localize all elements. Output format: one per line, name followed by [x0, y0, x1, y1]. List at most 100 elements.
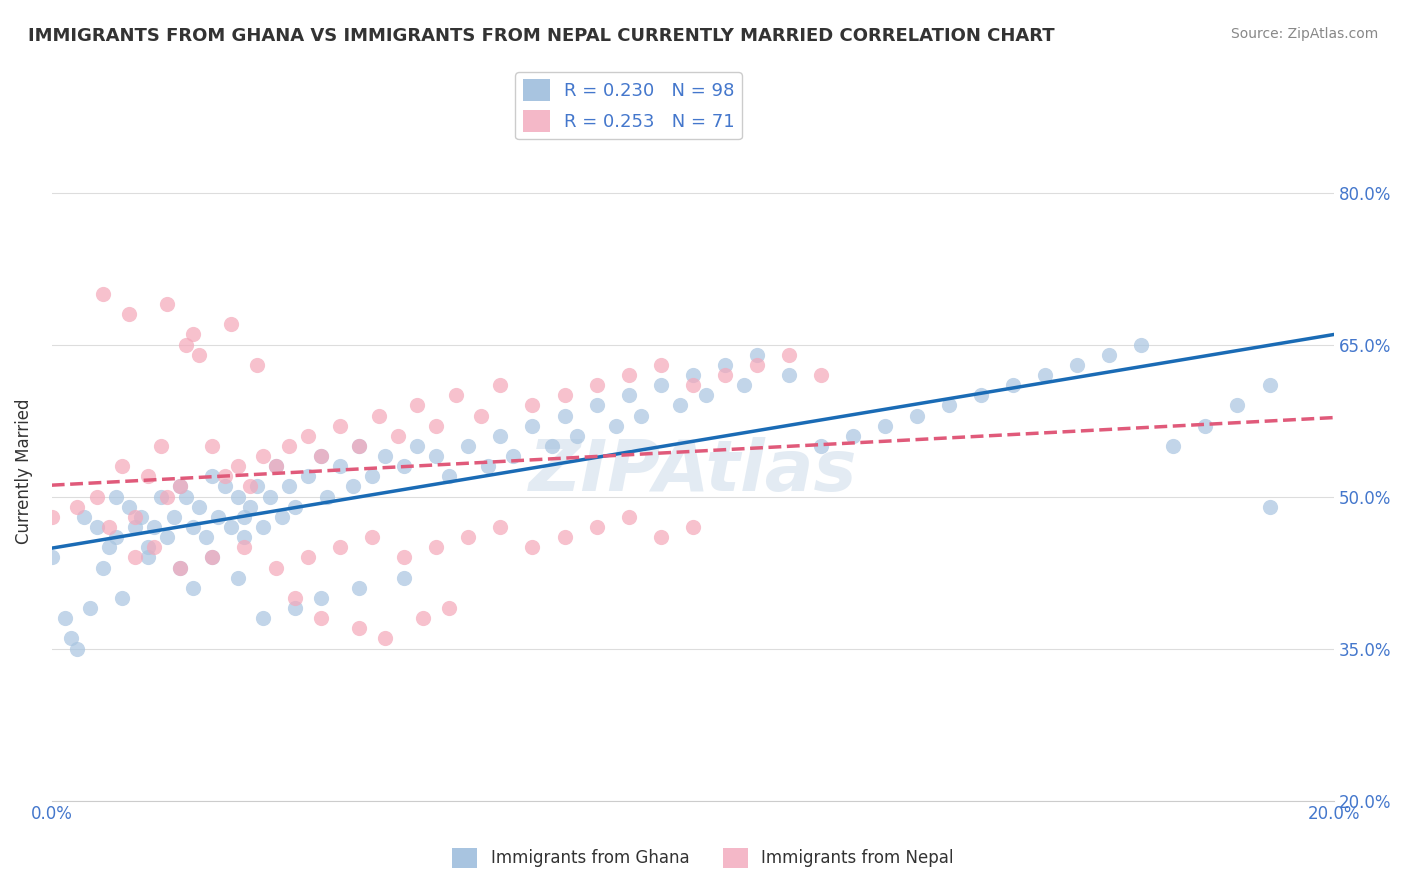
- Point: [246, 358, 269, 372]
- Point: [425, 541, 447, 555]
- Point: [745, 358, 768, 372]
- Point: [374, 632, 396, 646]
- Point: [650, 530, 672, 544]
- Point: [412, 611, 434, 625]
- Point: [297, 469, 319, 483]
- Point: [259, 490, 281, 504]
- Point: [181, 327, 204, 342]
- Point: [1226, 398, 1249, 412]
- Point: [66, 500, 89, 514]
- Point: [201, 469, 224, 483]
- Point: [374, 449, 396, 463]
- Point: [131, 509, 153, 524]
- Point: [118, 307, 141, 321]
- Point: [489, 429, 512, 443]
- Point: [41, 509, 63, 524]
- Point: [617, 509, 640, 524]
- Point: [149, 439, 172, 453]
- Point: [194, 530, 217, 544]
- Point: [124, 509, 146, 524]
- Point: [682, 520, 704, 534]
- Point: [277, 439, 299, 453]
- Point: [297, 550, 319, 565]
- Point: [1130, 337, 1153, 351]
- Point: [91, 560, 114, 574]
- Point: [214, 479, 236, 493]
- Point: [86, 490, 108, 504]
- Point: [367, 409, 389, 423]
- Point: [136, 469, 159, 483]
- Text: ZIPAtlas: ZIPAtlas: [529, 437, 856, 506]
- Point: [316, 490, 339, 504]
- Point: [329, 541, 352, 555]
- Point: [406, 398, 429, 412]
- Point: [233, 509, 256, 524]
- Point: [457, 439, 479, 453]
- Point: [226, 571, 249, 585]
- Point: [522, 418, 544, 433]
- Point: [181, 520, 204, 534]
- Point: [143, 520, 166, 534]
- Point: [733, 378, 755, 392]
- Point: [361, 530, 384, 544]
- Point: [329, 418, 352, 433]
- Point: [219, 318, 242, 332]
- Point: [169, 479, 191, 493]
- Point: [669, 398, 692, 412]
- Point: [540, 439, 562, 453]
- Point: [970, 388, 993, 402]
- Point: [252, 611, 274, 625]
- Point: [489, 378, 512, 392]
- Point: [233, 541, 256, 555]
- Point: [104, 490, 127, 504]
- Point: [226, 459, 249, 474]
- Point: [201, 439, 224, 453]
- Point: [297, 429, 319, 443]
- Point: [1033, 368, 1056, 382]
- Point: [810, 368, 832, 382]
- Point: [176, 337, 198, 351]
- Point: [329, 459, 352, 474]
- Point: [394, 459, 416, 474]
- Point: [309, 449, 332, 463]
- Point: [617, 388, 640, 402]
- Point: [201, 550, 224, 565]
- Point: [239, 500, 262, 514]
- Point: [713, 358, 735, 372]
- Point: [41, 550, 63, 565]
- Point: [53, 611, 76, 625]
- Text: IMMIGRANTS FROM GHANA VS IMMIGRANTS FROM NEPAL CURRENTLY MARRIED CORRELATION CHA: IMMIGRANTS FROM GHANA VS IMMIGRANTS FROM…: [28, 27, 1054, 45]
- Point: [73, 509, 96, 524]
- Point: [86, 520, 108, 534]
- Point: [246, 479, 269, 493]
- Point: [650, 358, 672, 372]
- Point: [387, 429, 409, 443]
- Point: [778, 348, 800, 362]
- Y-axis label: Currently Married: Currently Married: [15, 399, 32, 544]
- Point: [745, 348, 768, 362]
- Point: [136, 550, 159, 565]
- Point: [457, 530, 479, 544]
- Point: [201, 550, 224, 565]
- Point: [349, 439, 371, 453]
- Point: [630, 409, 652, 423]
- Point: [207, 509, 229, 524]
- Point: [605, 418, 627, 433]
- Point: [98, 541, 121, 555]
- Point: [617, 368, 640, 382]
- Point: [394, 571, 416, 585]
- Point: [271, 509, 294, 524]
- Point: [214, 469, 236, 483]
- Point: [650, 378, 672, 392]
- Legend: R = 0.230   N = 98, R = 0.253   N = 71: R = 0.230 N = 98, R = 0.253 N = 71: [516, 72, 742, 139]
- Point: [778, 368, 800, 382]
- Point: [1194, 418, 1216, 433]
- Point: [585, 398, 607, 412]
- Point: [111, 459, 134, 474]
- Point: [502, 449, 524, 463]
- Text: Source: ZipAtlas.com: Source: ZipAtlas.com: [1230, 27, 1378, 41]
- Point: [1258, 500, 1281, 514]
- Point: [425, 418, 447, 433]
- Point: [585, 378, 607, 392]
- Point: [567, 429, 589, 443]
